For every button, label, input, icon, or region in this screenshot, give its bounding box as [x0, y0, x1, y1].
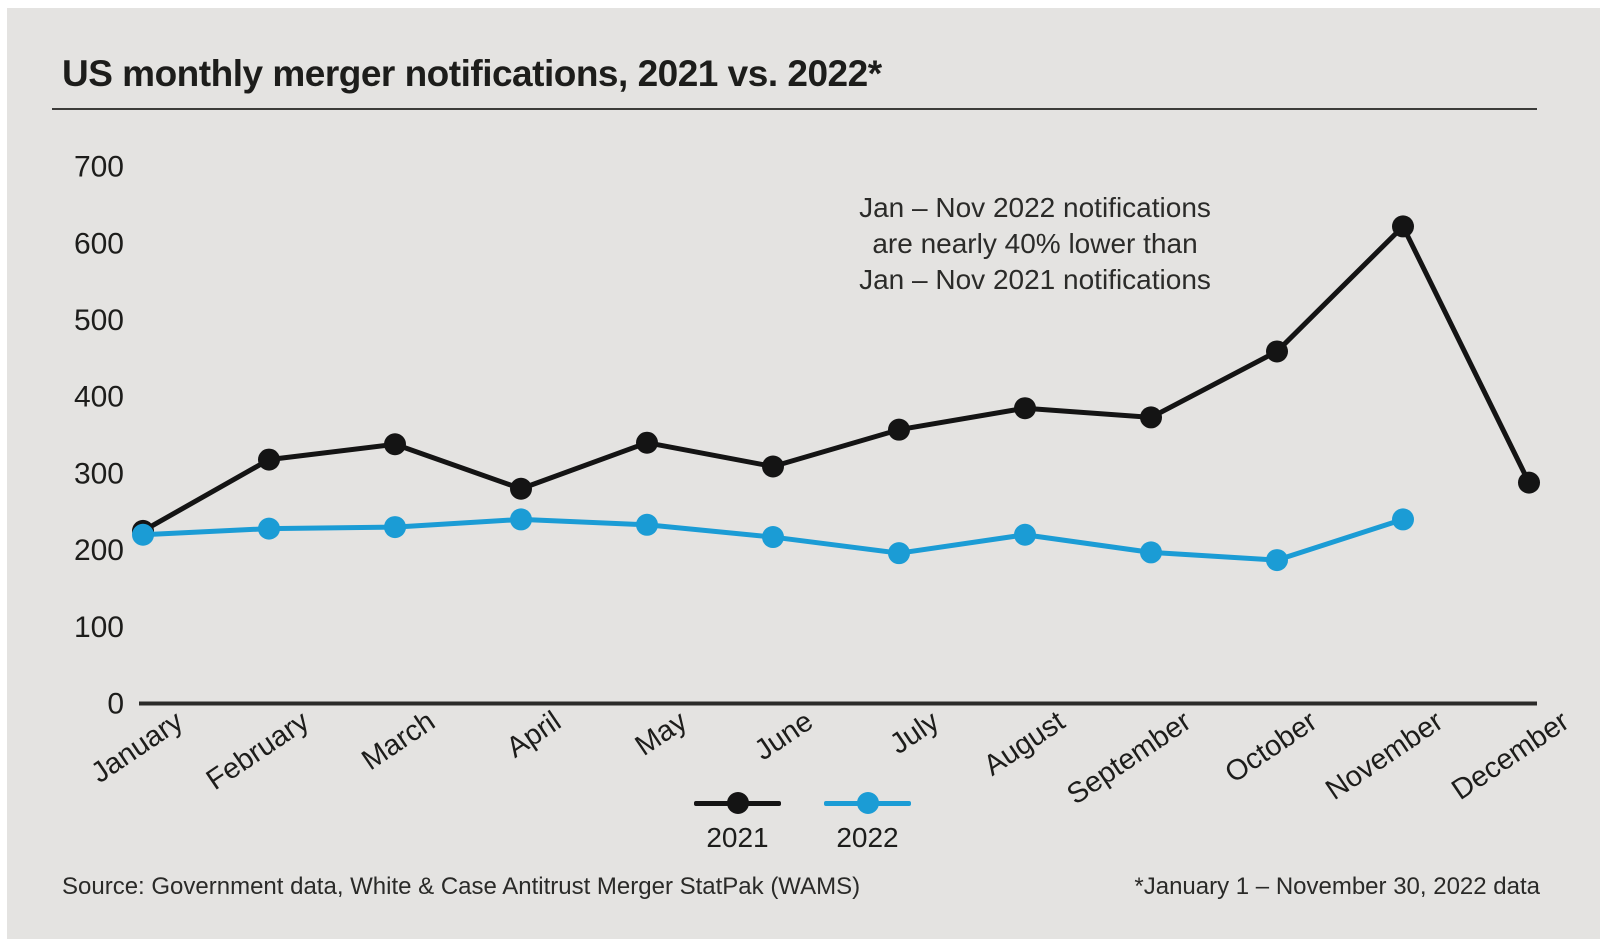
- annotation-line-1: Jan – Nov 2022 notifications: [859, 192, 1211, 223]
- legend-label-2022: 2022: [836, 822, 899, 853]
- x-tick-label-october: October: [1219, 705, 1323, 789]
- data-point-2022-july: [888, 542, 910, 565]
- x-tick-label-december: December: [1446, 705, 1575, 807]
- data-point-2022-june: [762, 526, 784, 549]
- data-point-2022-may: [636, 513, 658, 536]
- x-tick-label-january: January: [85, 705, 189, 790]
- data-point-2021-april: [510, 477, 532, 500]
- data-point-2021-may: [636, 431, 658, 454]
- data-point-2021-october: [1266, 340, 1288, 363]
- title-rule: [52, 108, 1537, 110]
- data-point-2021-february: [258, 448, 280, 471]
- data-point-2022-march: [384, 516, 406, 539]
- legend-dot-2022: [856, 792, 879, 814]
- source-text: Source: Government data, White & Case An…: [62, 873, 861, 900]
- x-tick-label-may: May: [630, 705, 694, 762]
- y-tick-label-0: 0: [107, 688, 124, 721]
- legend-item-2022: 2022: [824, 792, 911, 854]
- data-point-2022-august: [1014, 523, 1036, 546]
- legend-dot-2021: [726, 792, 749, 814]
- x-tick-label-february: February: [201, 705, 316, 797]
- y-tick-label-700: 700: [74, 151, 124, 184]
- data-point-2021-december: [1518, 471, 1540, 494]
- y-tick-label-300: 300: [74, 457, 124, 490]
- data-point-2022-november: [1392, 508, 1414, 531]
- data-point-2021-august: [1014, 397, 1036, 420]
- data-point-2021-september: [1140, 406, 1162, 429]
- legend-item-2021: 2021: [694, 792, 781, 854]
- x-tick-label-april: April: [501, 705, 567, 764]
- data-point-2021-july: [888, 418, 910, 441]
- x-tick-label-july: July: [884, 705, 945, 761]
- chart-legend: 2021 2022: [694, 792, 911, 854]
- y-tick-label-500: 500: [74, 304, 124, 337]
- data-point-2022-february: [258, 517, 280, 540]
- annotation-line-2: are nearly 40% lower than: [872, 228, 1198, 259]
- x-tick-label-june: June: [749, 705, 819, 767]
- y-tick-label-200: 200: [74, 534, 124, 567]
- x-tick-label-august: August: [978, 705, 1071, 782]
- legend-marker-2021-icon: [694, 792, 781, 814]
- x-tick-label-november: November: [1320, 705, 1449, 807]
- x-tick-label-september: September: [1061, 705, 1197, 811]
- legend-label-2021: 2021: [706, 822, 769, 853]
- series-2021-line: [140, 223, 1532, 534]
- data-point-2022-october: [1266, 549, 1288, 572]
- y-tick-label-400: 400: [74, 381, 124, 414]
- data-point-2022-september: [1140, 541, 1162, 564]
- data-point-2022-january: [132, 523, 154, 546]
- y-tick-label-100: 100: [74, 611, 124, 644]
- data-point-2021-june: [762, 455, 784, 478]
- annotation-line-3: Jan – Nov 2021 notifications: [859, 264, 1211, 295]
- chart-title: US monthly merger notifications, 2021 vs…: [62, 53, 882, 94]
- y-tick-label-600: 600: [74, 227, 124, 260]
- data-point-2021-march: [384, 433, 406, 456]
- chart-annotation: Jan – Nov 2022 notifications are nearly …: [835, 190, 1235, 298]
- legend-marker-2022-icon: [824, 792, 911, 814]
- x-tick-label-march: March: [356, 705, 441, 777]
- footnote-text: *January 1 – November 30, 2022 data: [1134, 873, 1540, 900]
- data-point-2021-november: [1392, 215, 1414, 238]
- data-point-2022-april: [510, 508, 532, 531]
- chart-panel: [7, 8, 1600, 939]
